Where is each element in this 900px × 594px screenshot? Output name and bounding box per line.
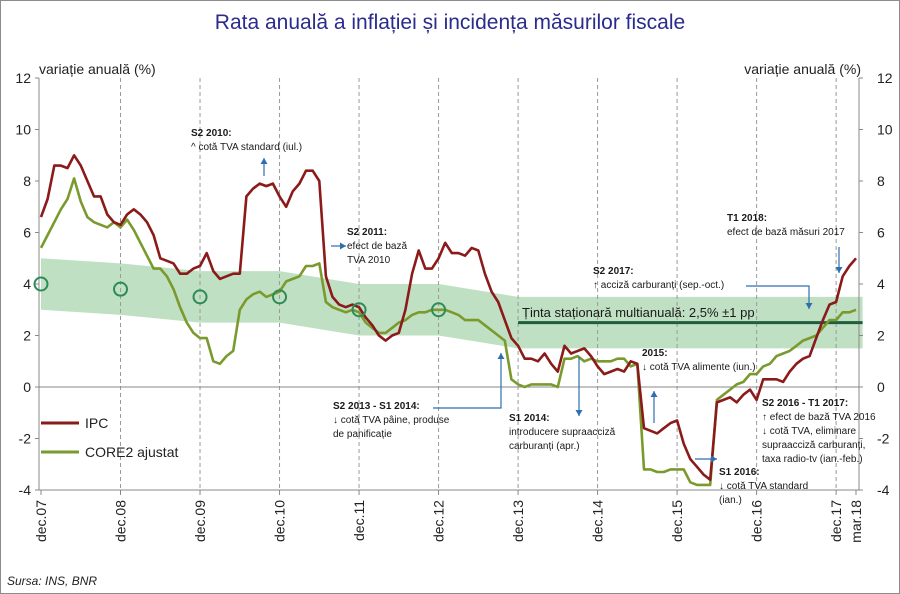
annotation-line: carburanți (apr.)	[509, 441, 580, 452]
arrowhead	[340, 242, 346, 250]
annotation-head: S2 2013 - S1 2014:	[333, 401, 420, 412]
target-point-marker	[351, 302, 367, 318]
annotation-s1-2016: S1 2016: ↓ cotă TVA standard (ian.)	[719, 467, 808, 506]
y-tick-label-left: 10	[15, 122, 31, 138]
axis-layer: -4 -4 -2 -2 0 0 2 2 4 4 6 6 8 8 10 10 12 12 dec.07 dec.08 de…	[15, 70, 892, 543]
annotation-line: taxa radio-tv (ian.-feb.)	[762, 454, 863, 465]
annotation-s2-2016: S2 2016 - T1 2017: ↑ efect de bază TVA 2…	[762, 398, 876, 465]
annotation-head: S2 2017:	[593, 266, 634, 277]
y-tick-label-right: -4	[877, 482, 890, 498]
annotation-line: TVA 2010	[347, 255, 391, 266]
y-tick-label-left: 0	[23, 379, 31, 395]
series-layer	[39, 154, 857, 487]
target-point-marker	[192, 289, 208, 305]
x-tick-label: dec.16	[749, 500, 765, 542]
annotation-head: 2015:	[642, 348, 668, 359]
x-tick-label: dec.10	[272, 500, 288, 542]
annotation-line: ↓ cotă TVA standard	[719, 481, 808, 492]
annotation-line: ↓ cotă TVA, eliminare	[762, 426, 857, 437]
annotation-head: S1 2014:	[509, 413, 550, 424]
x-tick-label: dec.09	[192, 500, 208, 542]
y-tick-label-right: 8	[877, 173, 885, 189]
annotation-head: S2 2010:	[191, 128, 232, 139]
y-axis-label-left: variație anuală (%)	[39, 61, 156, 77]
annotation-line: ↑ acciză carburanți (sep.-oct.)	[593, 280, 724, 291]
legend-label-ipc: IPC	[85, 415, 108, 431]
annotation-head: T1 2018:	[727, 213, 767, 224]
y-tick-label-right: -2	[877, 431, 890, 447]
annotation-line: ^ cotă TVA standard (iul.)	[191, 142, 302, 153]
annotation-arrows-layer	[260, 158, 843, 463]
annotation-line: ↑ efect de bază TVA 2016	[762, 412, 876, 423]
annotation-t1-2018: T1 2018: efect de bază măsuri 2017	[727, 213, 845, 238]
y-tick-label-right: 4	[877, 276, 885, 292]
arrowhead	[497, 353, 505, 359]
x-tick-label: dec.11	[351, 500, 367, 541]
y-tick-label-left: 8	[23, 173, 31, 189]
annotation-line: (ian.)	[719, 495, 742, 506]
arrowhead	[835, 267, 843, 273]
y-tick-label-left: -4	[19, 482, 32, 498]
x-tick-label: dec.15	[669, 500, 685, 542]
annotation-s2-2013: S2 2013 - S1 2014: ↓ cotă TVA pâine, pro…	[333, 401, 450, 440]
annotation-line: de panificație	[333, 429, 392, 440]
target-point-marker	[113, 281, 129, 297]
annotation-line: ↓ cotă TVA alimente (iun.)	[642, 362, 756, 373]
x-tick-label: mar.18	[848, 500, 864, 543]
annotation-s2-2010: S2 2010: ^ cotă TVA standard (iul.)	[191, 128, 302, 153]
y-tick-label-left: 12	[15, 70, 31, 86]
y-tick-label-left: 2	[23, 328, 31, 344]
annotation-line: ↓ cotă TVA pâine, produse	[333, 415, 450, 426]
annotation-line: efect de bază măsuri 2017	[727, 227, 845, 238]
y-axis-label-right: variație anuală (%)	[744, 61, 861, 77]
x-tick-label: dec.12	[431, 500, 447, 542]
arrowhead	[575, 410, 583, 416]
arrow-s2-2013	[433, 353, 502, 409]
arrowhead	[650, 391, 658, 397]
target-band-layer	[41, 258, 863, 349]
target-points-layer	[33, 276, 447, 318]
stationary-target-label: Ținta staționară multianuală: 2,5% ±1 pp	[522, 305, 755, 320]
y-tick-label-right: 6	[877, 225, 885, 241]
x-tick-label: dec.17	[828, 500, 844, 542]
annotation-s1-2014: S1 2014: introducere supraacciză carbura…	[509, 413, 616, 452]
y-tick-label-right: 10	[877, 122, 893, 138]
arrowhead	[260, 158, 268, 164]
annotation-s2-2017: S2 2017: ↑ acciză carburanți (sep.-oct.)	[593, 266, 724, 291]
y-tick-label-right: 0	[877, 379, 885, 395]
y-tick-label-left: 6	[23, 225, 31, 241]
source-note: Sursa: INS, BNR	[7, 574, 97, 588]
x-tick-label: dec.07	[33, 500, 49, 542]
x-tick-label: dec.14	[590, 500, 606, 542]
chart-title: Rata anuală a inflației și incidența măs…	[215, 11, 685, 34]
annotation-head: S2 2016 - T1 2017:	[762, 398, 848, 409]
annotation-line: efect de bază	[347, 241, 407, 252]
core2-line	[39, 177, 857, 487]
target-band	[41, 258, 863, 349]
arrowhead	[711, 455, 717, 463]
y-tick-label-right: 2	[877, 328, 885, 344]
annotation-line: introducere supraacciză	[509, 427, 616, 438]
legend-label-core2: CORE2 ajustat	[85, 444, 178, 460]
x-tick-label: dec.08	[113, 500, 129, 542]
arrowhead	[805, 303, 813, 309]
arrow-s2-2017	[746, 285, 810, 309]
target-point-marker	[33, 276, 49, 292]
annotation-head: S1 2016:	[719, 467, 760, 478]
annotation-2015: 2015: ↓ cotă TVA alimente (iun.)	[642, 348, 756, 373]
target-point-marker	[431, 302, 447, 318]
annotation-s2-2011: S2 2011: efect de bază TVA 2010	[347, 227, 407, 266]
y-tick-label-left: 4	[23, 276, 31, 292]
annotation-head: S2 2011:	[347, 227, 387, 238]
annotation-line: supraacciză carburanți,	[762, 440, 865, 451]
target-point-marker	[272, 289, 288, 305]
legend: IPC CORE2 ajustat	[41, 415, 178, 460]
ipc-line	[39, 154, 857, 481]
x-tick-label: dec.13	[510, 500, 526, 542]
y-tick-label-left: -2	[19, 431, 32, 447]
y-tick-label-right: 12	[877, 70, 893, 86]
